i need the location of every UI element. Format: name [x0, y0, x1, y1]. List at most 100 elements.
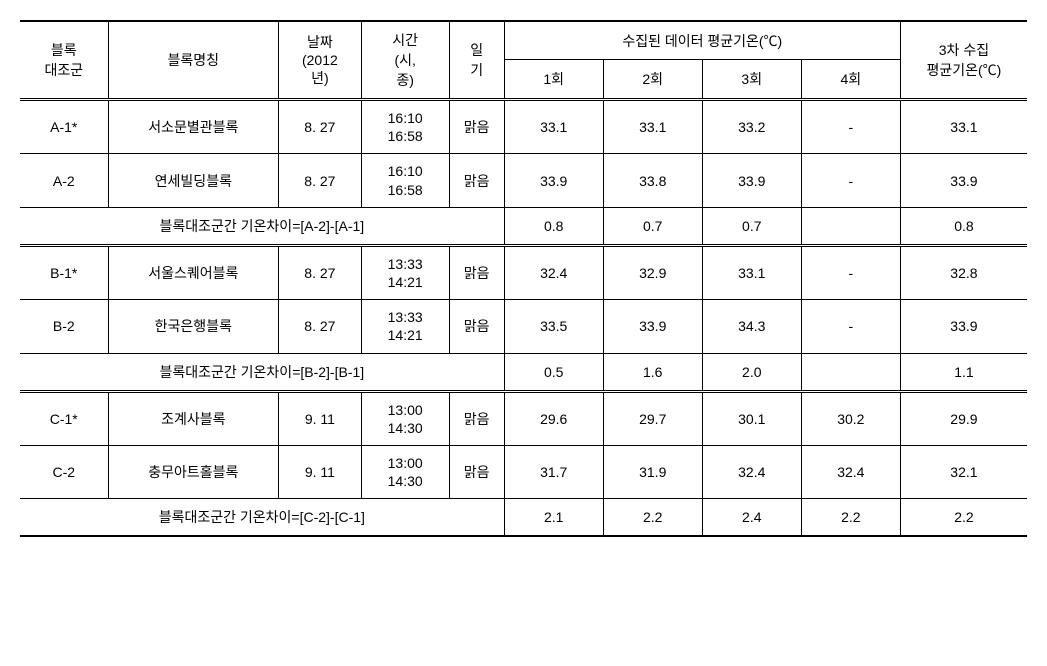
header-weather: 일기 — [449, 21, 504, 100]
r3-cell: 33.9 — [702, 154, 801, 207]
diff-avg: 1.1 — [900, 353, 1027, 391]
diff-row: 블록대조군간 기온차이=[B-2]-[B-1]0.51.62.0 1.1 — [20, 353, 1027, 391]
r1-cell: 29.6 — [504, 391, 603, 445]
r1-cell: 33.9 — [504, 154, 603, 207]
diff-r4: 2.2 — [801, 499, 900, 537]
block-id: C-1* — [20, 391, 108, 445]
weather-cell: 맑음 — [449, 100, 504, 154]
r1-cell: 33.5 — [504, 300, 603, 353]
block-name-cell: 서소문별관블록 — [108, 100, 279, 154]
block-name-cell: 조계사블록 — [108, 391, 279, 445]
block-name-cell: 충무아트홀블록 — [108, 445, 279, 498]
table-row: C-2충무아트홀블록9. 1113:0014:30맑음31.731.932.43… — [20, 445, 1027, 498]
avg-cell: 32.8 — [900, 245, 1027, 299]
block-id: B-1* — [20, 245, 108, 299]
r1-cell: 32.4 — [504, 245, 603, 299]
r3-cell: 33.1 — [702, 245, 801, 299]
diff-label: 블록대조군간 기온차이=[A-2]-[A-1] — [20, 207, 504, 245]
date-cell: 8. 27 — [279, 100, 362, 154]
diff-r1: 0.5 — [504, 353, 603, 391]
r2-cell: 29.7 — [603, 391, 702, 445]
time-cell: 16:1016:58 — [361, 154, 449, 207]
diff-r3: 2.0 — [702, 353, 801, 391]
weather-cell: 맑음 — [449, 445, 504, 498]
date-cell: 8. 27 — [279, 300, 362, 353]
time-cell: 13:0014:30 — [361, 391, 449, 445]
diff-r4 — [801, 207, 900, 245]
diff-r3: 2.4 — [702, 499, 801, 537]
r3-cell: 34.3 — [702, 300, 801, 353]
header-round4: 4회 — [801, 60, 900, 100]
header-round2: 2회 — [603, 60, 702, 100]
r1-cell: 31.7 — [504, 445, 603, 498]
data-table: 블록대조군 블록명칭 날짜(2012년) 시간(시,종) 일기 수집된 데이터 … — [20, 20, 1027, 537]
r2-cell: 33.8 — [603, 154, 702, 207]
header-time: 시간(시,종) — [361, 21, 449, 100]
header-block-name: 블록명칭 — [108, 21, 279, 100]
table-header: 블록대조군 블록명칭 날짜(2012년) 시간(시,종) 일기 수집된 데이터 … — [20, 21, 1027, 100]
header-avg3: 3차 수집평균기온(℃) — [900, 21, 1027, 100]
block-name-cell: 연세빌딩블록 — [108, 154, 279, 207]
table-row: A-2연세빌딩블록8. 2716:1016:58맑음33.933.833.9-3… — [20, 154, 1027, 207]
r4-cell: - — [801, 245, 900, 299]
weather-cell: 맑음 — [449, 391, 504, 445]
header-round3: 3회 — [702, 60, 801, 100]
table-row: C-1*조계사블록9. 1113:0014:30맑음29.629.730.130… — [20, 391, 1027, 445]
header-block-group: 블록대조군 — [20, 21, 108, 100]
block-id: A-2 — [20, 154, 108, 207]
date-cell: 9. 11 — [279, 391, 362, 445]
diff-r1: 2.1 — [504, 499, 603, 537]
diff-avg: 2.2 — [900, 499, 1027, 537]
table-row: A-1*서소문별관블록8. 2716:1016:58맑음33.133.133.2… — [20, 100, 1027, 154]
diff-row: 블록대조군간 기온차이=[A-2]-[A-1]0.80.70.70.8 — [20, 207, 1027, 245]
r1-cell: 33.1 — [504, 100, 603, 154]
date-cell: 8. 27 — [279, 245, 362, 299]
block-id: A-1* — [20, 100, 108, 154]
r2-cell: 32.9 — [603, 245, 702, 299]
block-id: C-2 — [20, 445, 108, 498]
time-cell: 13:0014:30 — [361, 445, 449, 498]
block-name-cell: 서울스퀘어블록 — [108, 245, 279, 299]
diff-avg: 0.8 — [900, 207, 1027, 245]
r4-cell: - — [801, 154, 900, 207]
diff-label: 블록대조군간 기온차이=[C-2]-[C-1] — [20, 499, 504, 537]
header-round1: 1회 — [504, 60, 603, 100]
header-collected: 수집된 데이터 평균기온(℃) — [504, 21, 900, 60]
diff-label: 블록대조군간 기온차이=[B-2]-[B-1] — [20, 353, 504, 391]
avg-cell: 29.9 — [900, 391, 1027, 445]
diff-r2: 2.2 — [603, 499, 702, 537]
avg-cell: 33.9 — [900, 300, 1027, 353]
avg-cell: 32.1 — [900, 445, 1027, 498]
diff-r2: 1.6 — [603, 353, 702, 391]
weather-cell: 맑음 — [449, 300, 504, 353]
r3-cell: 33.2 — [702, 100, 801, 154]
table-body: A-1*서소문별관블록8. 2716:1016:58맑음33.133.133.2… — [20, 100, 1027, 537]
table-row: B-1*서울스퀘어블록8. 2713:3314:21맑음32.432.933.1… — [20, 245, 1027, 299]
date-cell: 8. 27 — [279, 154, 362, 207]
block-name-cell: 한국은행블록 — [108, 300, 279, 353]
r3-cell: 30.1 — [702, 391, 801, 445]
avg-cell: 33.1 — [900, 100, 1027, 154]
table-row: B-2한국은행블록8. 2713:3314:21맑음33.533.934.3-3… — [20, 300, 1027, 353]
header-date: 날짜(2012년) — [279, 21, 362, 100]
r4-cell: 32.4 — [801, 445, 900, 498]
r2-cell: 33.9 — [603, 300, 702, 353]
diff-r1: 0.8 — [504, 207, 603, 245]
weather-cell: 맑음 — [449, 245, 504, 299]
r2-cell: 33.1 — [603, 100, 702, 154]
weather-cell: 맑음 — [449, 154, 504, 207]
avg-cell: 33.9 — [900, 154, 1027, 207]
date-cell: 9. 11 — [279, 445, 362, 498]
time-cell: 16:1016:58 — [361, 100, 449, 154]
time-cell: 13:3314:21 — [361, 300, 449, 353]
r2-cell: 31.9 — [603, 445, 702, 498]
r3-cell: 32.4 — [702, 445, 801, 498]
r4-cell: - — [801, 100, 900, 154]
time-cell: 13:3314:21 — [361, 245, 449, 299]
diff-r3: 0.7 — [702, 207, 801, 245]
block-id: B-2 — [20, 300, 108, 353]
r4-cell: - — [801, 300, 900, 353]
diff-r2: 0.7 — [603, 207, 702, 245]
diff-r4 — [801, 353, 900, 391]
r4-cell: 30.2 — [801, 391, 900, 445]
